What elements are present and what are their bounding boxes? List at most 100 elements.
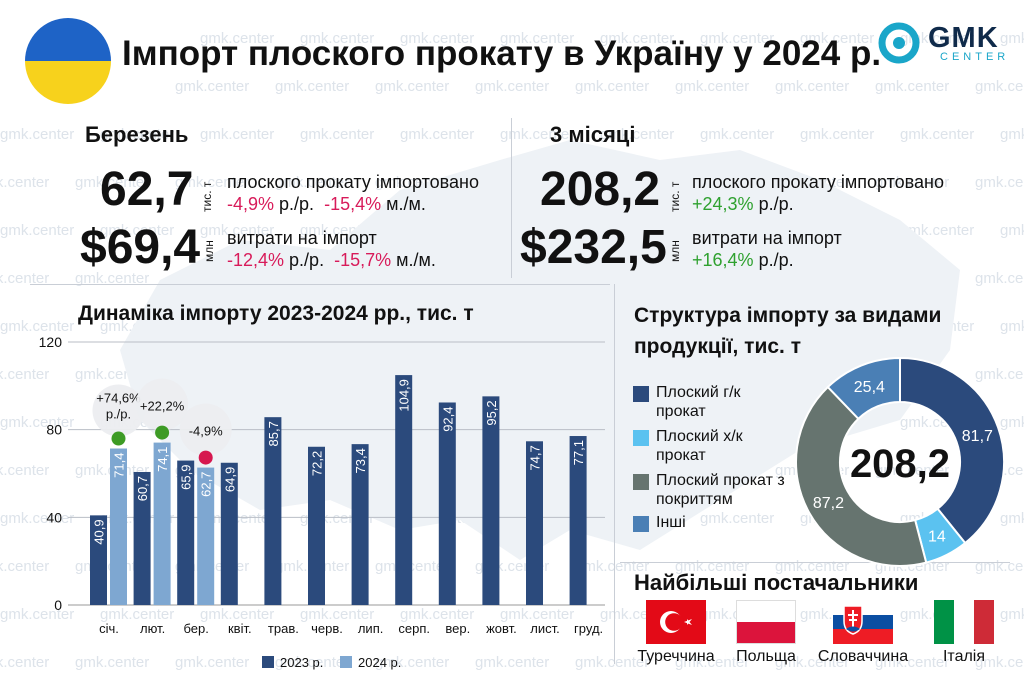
watermark-text: gmk.center bbox=[775, 78, 850, 95]
legend-label: Плоский г/к прокат bbox=[656, 384, 741, 420]
march-cost-value: $69,4 bbox=[80, 221, 201, 274]
poland-flag-icon bbox=[736, 600, 796, 644]
slovakia-flag-icon bbox=[833, 600, 893, 644]
q1-cost-yoy-suffix: р./р. bbox=[753, 250, 794, 270]
watermark-text: gmk.center bbox=[1000, 126, 1024, 143]
bar-2024 bbox=[153, 442, 171, 605]
x-tick-label: трав. bbox=[268, 621, 299, 636]
ukraine-map-silhouette bbox=[120, 140, 960, 560]
watermark-text: gmk.center bbox=[0, 222, 75, 239]
march-volume-mom-suffix: м./м. bbox=[381, 194, 426, 214]
q1-volume-changes: +24,3% р./р. bbox=[692, 194, 794, 215]
bar-2023 bbox=[569, 436, 587, 605]
bar-2023 bbox=[90, 515, 107, 605]
bar-label-2023: 64,9 bbox=[222, 467, 237, 492]
march-cost-mom: -15,7% bbox=[334, 250, 392, 270]
bar-2023 bbox=[351, 444, 369, 605]
bar-2023 bbox=[264, 417, 282, 605]
donut-slice bbox=[899, 356, 1005, 545]
march-volume-desc: плоского прокату імпортовано bbox=[227, 172, 479, 192]
legend-swatch-2023 bbox=[262, 656, 274, 668]
bar-label-2023: 65,9 bbox=[179, 465, 194, 490]
divider-vertical-top bbox=[511, 118, 512, 278]
legend-label: Плоский х/к прокат bbox=[656, 428, 743, 464]
logo-name: GMK bbox=[928, 22, 999, 54]
watermark-text: gmk.center bbox=[275, 78, 350, 95]
bar-2024 bbox=[197, 467, 215, 605]
bar-label-2023: 95,2 bbox=[484, 400, 499, 425]
bar-2023 bbox=[220, 462, 238, 605]
x-tick-label: жовт. bbox=[486, 621, 517, 636]
watermark-text: gmk.center bbox=[1000, 30, 1024, 47]
bar-label-2023: 72,2 bbox=[310, 451, 325, 476]
march-cost-yoy-suffix: р./р. bbox=[284, 250, 325, 270]
q1-cost-yoy: +16,4% bbox=[692, 250, 754, 270]
watermark-text: gmk.center bbox=[975, 270, 1024, 287]
gmk-logo-icon bbox=[878, 22, 920, 64]
march-volume-unit: тис. т bbox=[200, 181, 214, 212]
march-heading: Березень bbox=[85, 122, 189, 147]
march-cost-yoy: -12,4% bbox=[227, 250, 285, 270]
annotation-label-suffix: р./р. bbox=[106, 407, 131, 422]
bar-2023 bbox=[526, 441, 543, 605]
bar-label-2023: 40,9 bbox=[92, 519, 107, 544]
watermark-text: gmk.center bbox=[0, 126, 75, 143]
donut-chart: 81,7 14 87,2 25,4 208,2 bbox=[795, 356, 1005, 567]
x-tick-label: лип. bbox=[358, 621, 384, 636]
march-volume-yoy-suffix: р./р. bbox=[274, 194, 315, 214]
donut-center-label: 208,2 bbox=[850, 442, 950, 486]
x-tick-label: серп. bbox=[398, 621, 430, 636]
donut-slice-label: 81,7 bbox=[962, 428, 993, 445]
donut-slice-label: 14 bbox=[928, 528, 946, 545]
annotation-label: -4,9% bbox=[189, 424, 223, 439]
bar-label-2023: 85,7 bbox=[266, 421, 281, 446]
donut-chart-title: Структура імпорту за видами продукції, т… bbox=[634, 304, 942, 358]
bar-label-2024: 74,1 bbox=[155, 447, 170, 472]
q1-cost-desc: витрати на імпорт bbox=[692, 228, 842, 248]
bar-label-2023: 60,7 bbox=[135, 476, 150, 501]
watermark-text: gmk.center bbox=[975, 174, 1024, 191]
march-cost-unit: млн bbox=[202, 240, 216, 262]
annotation-label: +22,2% bbox=[140, 399, 185, 414]
march-volume-value: 62,7 bbox=[100, 163, 194, 216]
x-tick-label: лют. bbox=[140, 621, 165, 636]
y-tick-label: 0 bbox=[54, 597, 62, 613]
bar-label-2024: 71,4 bbox=[112, 453, 127, 478]
watermark-text: gmk.center bbox=[975, 78, 1024, 95]
bar-2023 bbox=[308, 446, 325, 605]
legend-swatch bbox=[633, 386, 649, 402]
bar-label-2023: 104,9 bbox=[397, 379, 412, 412]
x-tick-label: квіт. bbox=[228, 621, 252, 636]
legend-label-2024: 2024 р. bbox=[358, 655, 401, 670]
bar-label-2023: 77,1 bbox=[571, 440, 586, 465]
bar-2023 bbox=[395, 375, 413, 605]
x-tick-label: черв. bbox=[311, 621, 343, 636]
donut-slice bbox=[795, 385, 928, 567]
watermark-text: gmk.center bbox=[475, 78, 550, 95]
march-cost-mom-suffix: м./м. bbox=[391, 250, 436, 270]
donut-slice bbox=[826, 356, 901, 421]
divider-horizontal-right bbox=[620, 562, 1010, 563]
legend-swatch bbox=[633, 474, 649, 490]
annotation-bubble bbox=[179, 403, 232, 456]
x-tick-label: лист. bbox=[530, 621, 559, 636]
watermark-text: gmk.center bbox=[575, 78, 650, 95]
page-title: Імпорт плоского прокату в Україну у 2024… bbox=[122, 34, 882, 73]
italy-flag-icon bbox=[934, 600, 994, 644]
x-tick-label: вер. bbox=[445, 621, 470, 636]
country-label: Туреччина bbox=[637, 648, 715, 665]
x-tick-label: січ. bbox=[99, 621, 119, 636]
logo-sub: CENTER bbox=[940, 51, 1010, 63]
watermark-text: gmk.center bbox=[375, 78, 450, 95]
q1-volume-unit: тис. т bbox=[668, 181, 682, 212]
annotation-dot bbox=[155, 425, 170, 440]
q1-volume-yoy: +24,3% bbox=[692, 194, 754, 214]
donut-legend: Плоский г/к прокат Плоский х/к прокат Плос… bbox=[630, 378, 790, 558]
divider-horizontal-left bbox=[30, 284, 610, 285]
bar-chart: 0 40 80 120 40,9 71,4 січ. 60,7 74,1 лют. 65,9 62,7… bbox=[39, 334, 605, 670]
march-volume-changes: -4,9% р./р. -15,4% м./м. bbox=[227, 194, 426, 215]
march-cost-desc: витрати на імпорт bbox=[227, 228, 377, 248]
annotation-dot bbox=[111, 431, 126, 446]
donut-slice-label: 87,2 bbox=[813, 495, 844, 512]
q1-volume-desc: плоского прокату імпортовано bbox=[692, 172, 944, 192]
